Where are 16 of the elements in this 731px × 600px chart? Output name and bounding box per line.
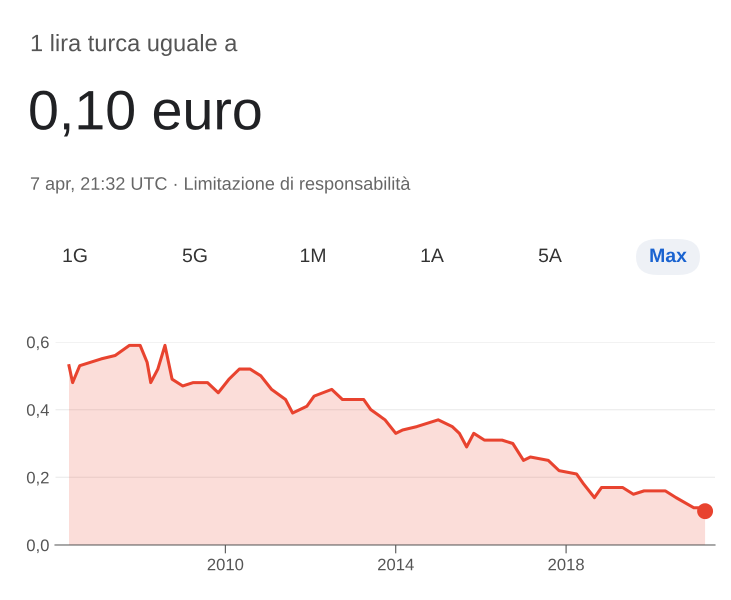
- x-tick-label: 2010: [208, 558, 244, 570]
- text: Max: [650, 248, 687, 262]
- y-tick-label: 0,0: [26, 539, 49, 554]
- text: 1A: [422, 248, 444, 262]
- text: 7 apr, 21:32 UTC · Limitazione di responsabilità: [30, 176, 410, 194]
- x-tick-label: 2014: [378, 558, 414, 570]
- y-tick-label: 0,6: [26, 336, 49, 350]
- y-tick-label: 0,2: [26, 472, 49, 486]
- text: 5G: [182, 248, 207, 262]
- chart-subtitle: 0,10 euro: [30, 90, 260, 136]
- text: 5A: [538, 248, 562, 262]
- x-tick-label: 2018: [548, 558, 584, 570]
- text: 1M: [300, 248, 325, 262]
- chart-title: 1 lira turca uguale a: [32, 34, 238, 56]
- text: 1G: [64, 248, 87, 262]
- y-tick-label: 0,4: [26, 404, 49, 418]
